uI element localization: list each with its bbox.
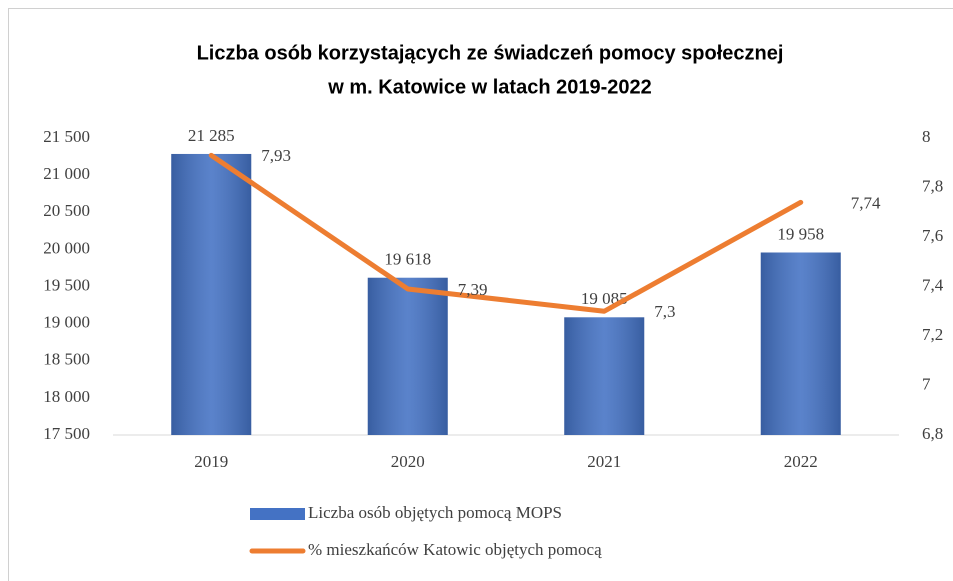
y-tick-label: 17 500 [43,424,90,443]
y2-tick-label: 7,4 [922,275,944,294]
x-tick-label: 2022 [784,452,818,471]
y-tick-label: 18 000 [43,387,90,406]
y-tick-label: 20 500 [43,201,90,220]
y2-tick-label: 8 [922,127,931,146]
y2-tick-label: 7,6 [922,226,943,245]
y-tick-label: 21 000 [43,164,90,183]
y-tick-label: 20 000 [43,238,90,257]
y-tick-label: 19 500 [43,275,90,294]
legend-label: Liczba osób objętych pomocą MOPS [308,503,562,522]
x-tick-label: 2020 [391,452,425,471]
x-tick-label: 2019 [194,452,228,471]
legend-swatch [250,508,305,520]
line-value-label: 7,74 [851,193,881,212]
line-value-label: 7,39 [458,280,488,299]
y2-tick-label: 6,8 [922,424,943,443]
bar-shade [564,317,645,435]
chart-title: Liczba osób korzystających ze świadczeń … [197,42,784,64]
y-tick-label: 21 500 [43,127,90,146]
line-value-label: 7,3 [654,302,675,321]
y-tick-label: 19 000 [43,313,90,332]
y2-tick-label: 7 [922,374,931,393]
line [208,152,804,314]
y-tick-label: 18 500 [43,350,90,369]
bar-shade [760,252,841,435]
bar-value-label: 21 285 [188,126,235,145]
y2-tick-label: 7,8 [922,176,943,195]
chart-title: w m. Katowice w latach 2019-2022 [327,76,652,98]
bar-shade [367,277,448,435]
line-value-label: 7,93 [261,146,291,165]
x-tick-label: 2021 [587,452,621,471]
bar-value-label: 19 085 [581,289,628,308]
legend-label: % mieszkańców Katowic objętych pomocą [308,540,602,559]
y2-tick-label: 7,2 [922,325,943,344]
bar-shade [171,153,252,435]
bar-value-label: 19 958 [777,224,824,243]
bar-value-label: 19 618 [384,250,431,269]
